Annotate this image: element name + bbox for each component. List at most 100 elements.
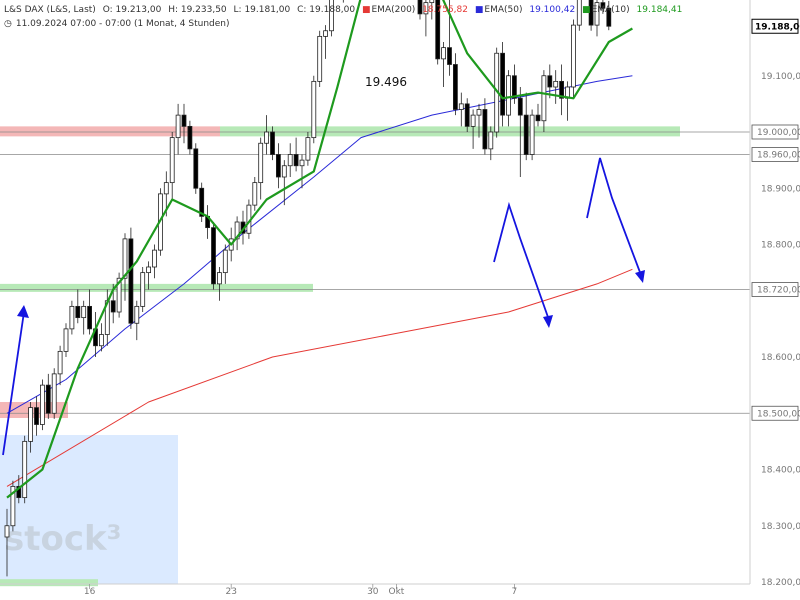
candle-body [45,384,51,414]
ema200-legend-swatch: ■ [361,5,371,15]
level-price-label: 18.960,00 [757,151,800,161]
candle-body [482,109,488,150]
candle [342,0,344,3]
candle-body [116,277,122,313]
candle [45,373,51,419]
candle [458,92,464,127]
candle-body [476,109,482,116]
candle-body [500,52,506,116]
candle [305,132,311,166]
red-zone-18500 [0,402,68,418]
candle-body [588,0,594,26]
candle [181,103,187,144]
time-tick-label: 7 [512,587,518,597]
candle-body [122,238,128,279]
candle-body [287,154,293,167]
candle [452,53,458,116]
candle-body [323,30,329,37]
candle-body [512,75,517,99]
candle-body [547,75,553,88]
candle-body [606,7,612,27]
instrument-label: L&S DAX (L&S, Last) [4,5,96,15]
arrow-double-top-2-head [635,270,645,283]
candle-body [600,2,606,9]
price-tick-label: 18.800,00 [761,241,800,251]
price-level-badge: 18.960,00 [751,147,800,162]
candle-body [199,187,205,217]
price-tick-label: 18.300,00 [761,522,800,532]
candle [576,0,582,31]
candle [258,137,264,200]
candle [423,0,429,37]
ema200-legend-label: EMA(200) [371,5,416,15]
candle [57,345,63,386]
candle-body [128,238,134,324]
candle [435,0,441,65]
candle-body [275,154,281,178]
candle [264,115,270,155]
candle-body [458,103,464,110]
candles [4,0,612,577]
ema200-legend-value: 18.755,82 [422,5,468,15]
candle [447,0,452,76]
ema50-legend-label: EMA(50) [484,5,523,15]
candle [500,42,506,127]
candle-body [441,47,447,60]
candle [482,98,488,155]
price-axis: 19.700,0019.600,0019.500,0019.400,0019.3… [751,18,800,588]
candle [216,267,222,301]
candle [63,323,69,357]
candle [10,480,16,532]
level-price-box [751,147,799,162]
level-price-box [751,124,799,140]
candle-body [429,0,435,4]
price-tick-label: 18.600,00 [761,353,800,363]
red-resistance-zone [0,126,220,137]
candle [87,289,92,335]
candle [193,143,199,194]
low-value: L: 19.181,00 [233,5,291,15]
candle-body [594,2,600,26]
candle-body [417,0,423,15]
candle-body [270,131,275,155]
candle-body [163,182,169,195]
price-tick-label: 18.900,00 [761,184,800,194]
candle-body [553,80,559,88]
ema10-legend-value: 19.184,41 [636,5,683,15]
candle-body [317,35,323,82]
candle [512,64,517,104]
candle [152,244,157,279]
pattern-arrows [2,157,645,456]
price-zones [0,126,680,587]
candle-body [63,328,69,352]
candle-body [99,334,104,347]
candle-body [51,373,57,414]
close-value: C: 19.188,00 [297,5,356,15]
candle [99,323,104,352]
candle [293,137,299,172]
candle-body [169,137,175,184]
candle [187,120,193,155]
candle [565,81,570,121]
candle-body [216,272,222,285]
candle [600,0,606,14]
candle [175,103,181,155]
green-zone-18720 [0,283,313,292]
watermark: stock³ [4,519,122,559]
candle [128,227,134,329]
candle-body [258,142,264,184]
date-range-label: 11.09.2024 07:00 - 07:00 (1 Monat, 4 Stu… [15,19,230,29]
price-tick-label: 18.400,00 [761,466,800,476]
ema200-line [6,268,633,487]
candle [311,75,317,144]
price-level-badge: 18.500,00 [751,405,800,421]
candle [22,435,28,504]
high-value: H: 19.233,50 [168,5,227,15]
arrow-double-top-2 [586,157,642,276]
ema50-legend-swatch: ■ [474,5,484,15]
candle-body [571,24,576,88]
candle-body [517,97,523,116]
candle [122,233,128,301]
candle-body [281,165,287,178]
